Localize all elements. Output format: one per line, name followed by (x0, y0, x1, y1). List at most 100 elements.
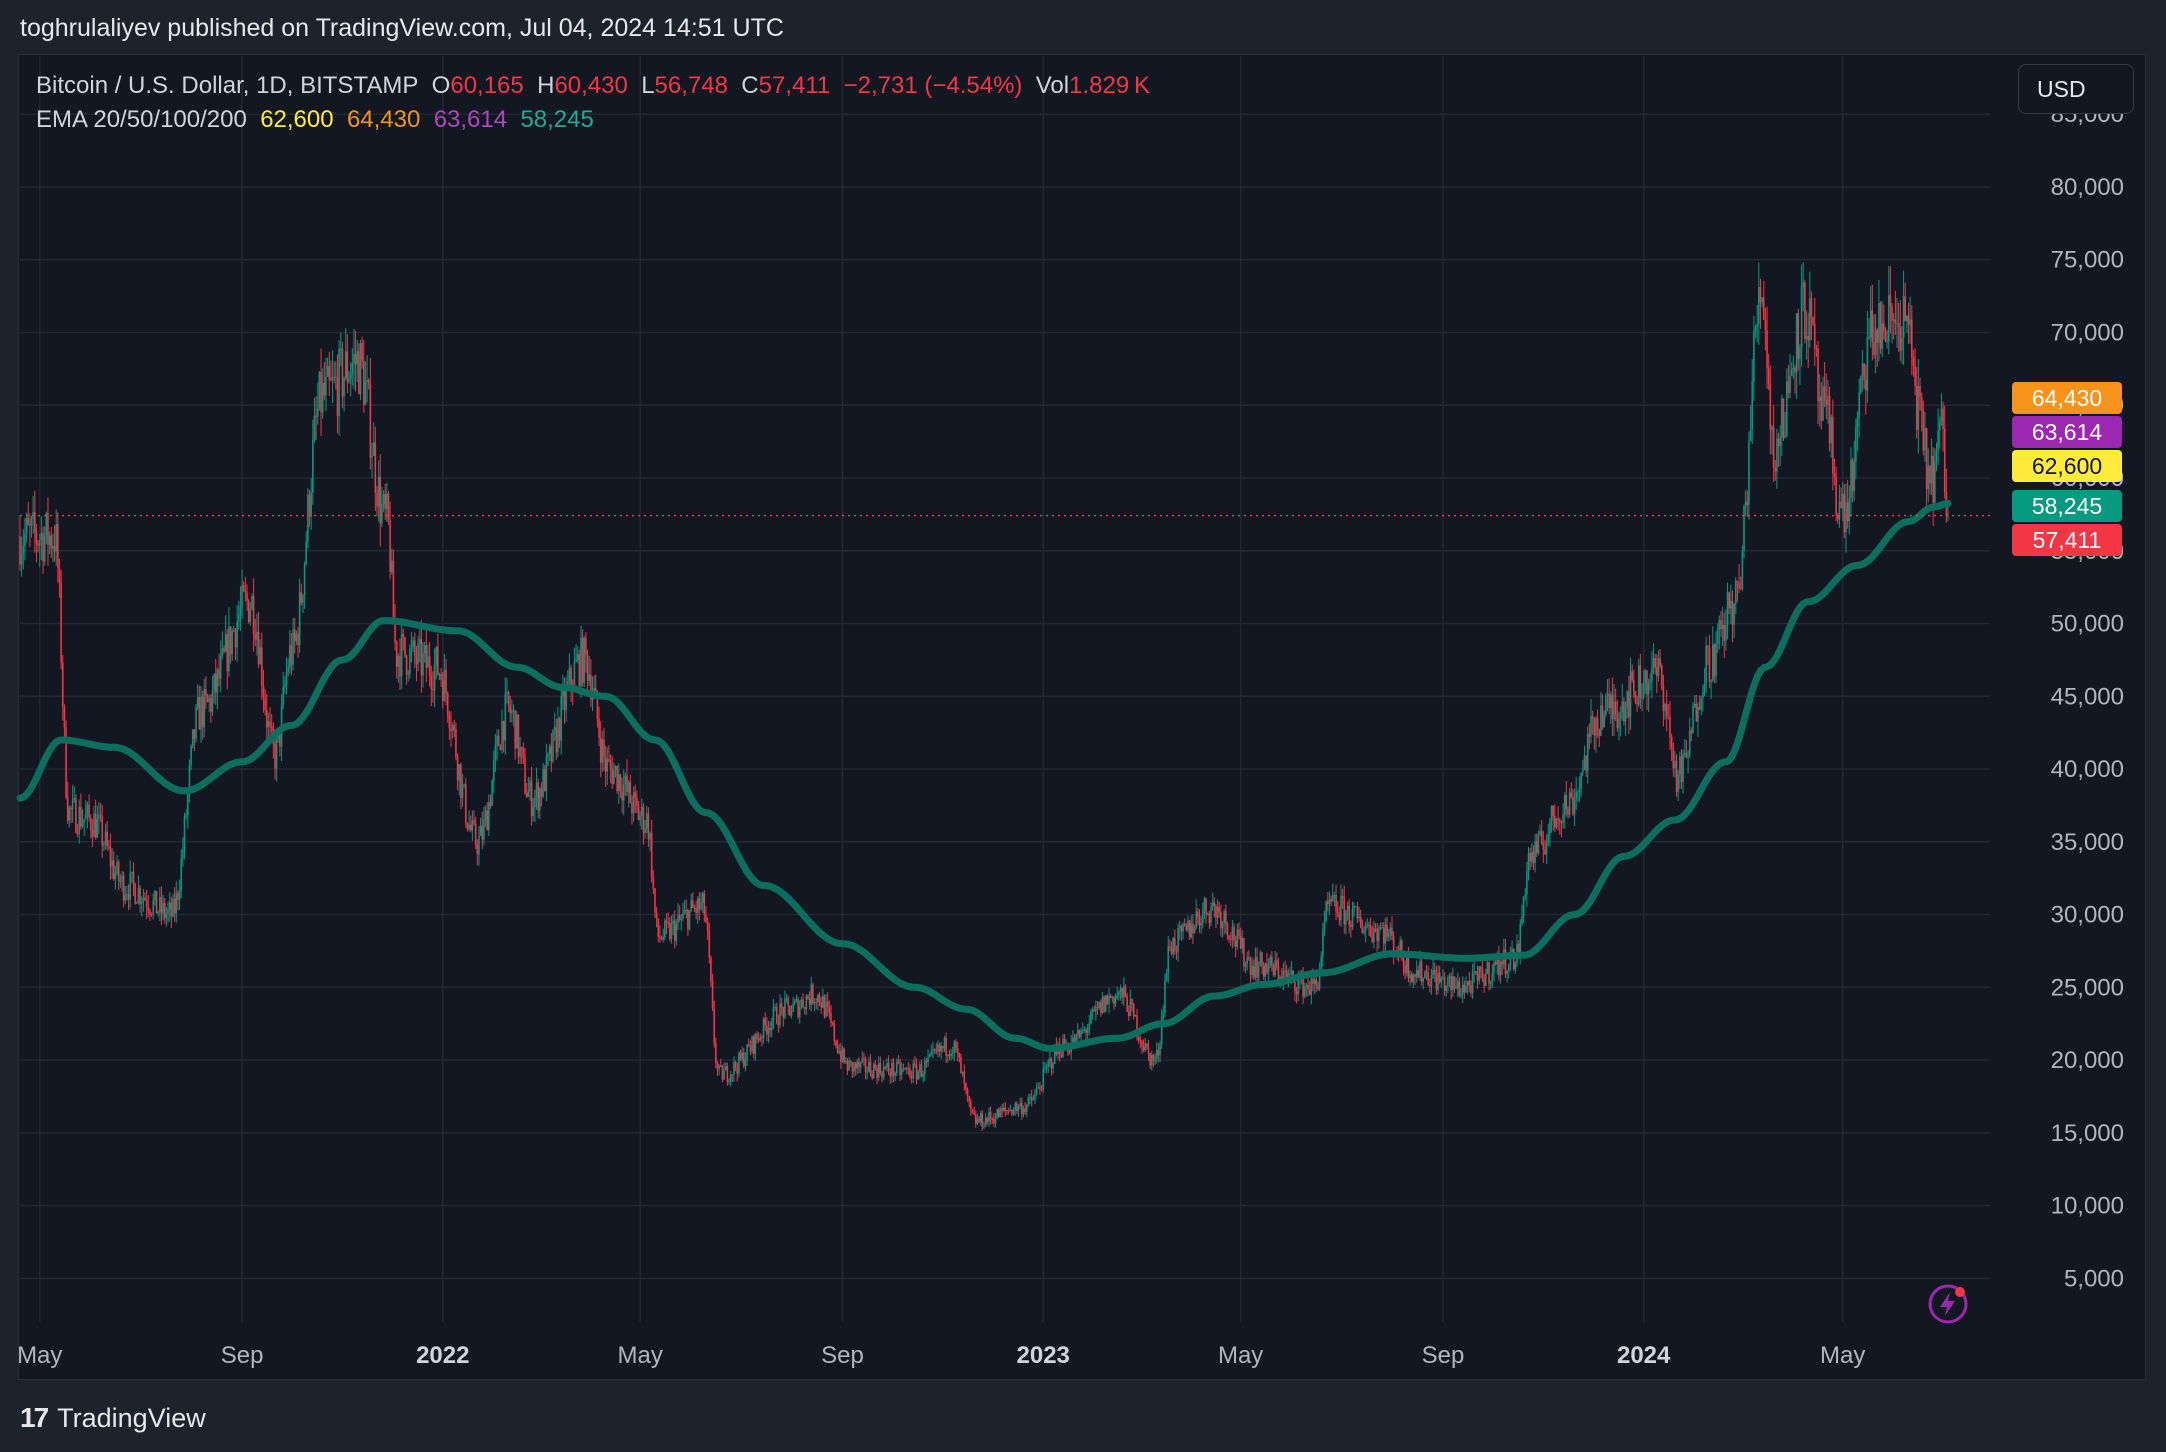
candle (1532, 845, 1535, 870)
candle (24, 518, 26, 561)
tradingview-logo-icon[interactable]: 17 (20, 1402, 49, 1433)
candle (1001, 1103, 1003, 1118)
candle (407, 669, 410, 682)
candle (1572, 789, 1574, 817)
candle (1695, 694, 1698, 723)
candle (802, 993, 804, 1009)
candle (200, 686, 202, 743)
candle (400, 620, 403, 690)
candle (456, 753, 459, 791)
currency-button[interactable]: USD (2018, 64, 2134, 114)
candle (1710, 679, 1712, 700)
candle (1794, 364, 1796, 394)
candle (1838, 484, 1841, 528)
footer-brand[interactable]: TradingView (57, 1402, 206, 1433)
candle (1827, 380, 1829, 424)
candle (126, 885, 128, 901)
candle (1731, 590, 1734, 643)
candle (1032, 1095, 1035, 1101)
candle (1549, 817, 1551, 847)
candle (1404, 960, 1406, 980)
candle (1843, 484, 1846, 539)
candle (958, 1052, 961, 1063)
candle (685, 899, 688, 919)
candle (1460, 987, 1462, 999)
candle (149, 908, 151, 921)
candle (259, 639, 261, 665)
candle (1175, 945, 1178, 960)
candle (27, 501, 30, 526)
candle (1761, 296, 1763, 308)
candle (767, 1020, 770, 1043)
candle (1901, 326, 1903, 364)
candle (261, 632, 263, 700)
candle (1345, 910, 1347, 935)
candle (879, 1056, 882, 1076)
candle (466, 822, 469, 832)
candle (1651, 650, 1653, 699)
candle (219, 640, 222, 693)
candle (1889, 266, 1892, 334)
candle (441, 672, 444, 709)
candle (590, 659, 592, 708)
candle (1076, 1023, 1079, 1041)
candle (119, 874, 122, 889)
candle (415, 645, 418, 682)
candle (631, 795, 633, 825)
ema-legend[interactable]: EMA 20/50/100/200 62,600 64,430 63,614 5… (36, 106, 594, 134)
candle (1029, 1093, 1031, 1105)
candle (1751, 358, 1754, 445)
candle (150, 912, 153, 917)
chart-pane[interactable] (18, 54, 2146, 1380)
candle (1192, 913, 1194, 944)
candle (1774, 460, 1777, 481)
candle (48, 531, 51, 555)
candle (616, 765, 618, 794)
candle (76, 823, 79, 838)
candle (1621, 684, 1624, 721)
candle (201, 690, 204, 740)
candle (1106, 994, 1109, 1006)
candle (30, 515, 33, 538)
candle (715, 1037, 717, 1069)
candle (889, 1068, 892, 1084)
candle (305, 530, 308, 566)
candle (1223, 909, 1225, 935)
candle (1414, 973, 1416, 986)
candle (1639, 653, 1642, 709)
candle (1585, 755, 1587, 777)
candle (519, 736, 521, 764)
candle (1215, 904, 1217, 929)
candle (1845, 483, 1847, 553)
candle (1119, 984, 1122, 1001)
candle (986, 1116, 989, 1125)
candle (374, 426, 377, 511)
candle (807, 993, 809, 1000)
candle (168, 892, 171, 922)
candle (762, 1017, 765, 1044)
candle (1198, 909, 1201, 933)
candle (1081, 1022, 1084, 1034)
candle (1137, 1034, 1140, 1044)
candle (1246, 951, 1249, 971)
candle (61, 655, 64, 721)
candle (764, 1012, 767, 1032)
candle (445, 658, 447, 706)
open-value: 60,165 (450, 72, 524, 99)
price-tag-64430: 64,430 (2012, 382, 2122, 414)
candle (307, 488, 309, 549)
candle (1085, 1026, 1087, 1041)
candle (1305, 983, 1308, 997)
candle (575, 644, 577, 662)
candle (1864, 364, 1867, 415)
symbol-legend[interactable]: Bitcoin / U.S. Dollar, 1D, BITSTAMP O60,… (36, 72, 1150, 100)
candle (831, 1021, 834, 1026)
candle (1652, 643, 1655, 675)
candle (377, 460, 380, 522)
lightning-icon[interactable] (1927, 1283, 1969, 1325)
candle (1090, 1008, 1092, 1025)
candle (47, 497, 49, 566)
candle (422, 642, 424, 688)
candle (517, 714, 520, 765)
